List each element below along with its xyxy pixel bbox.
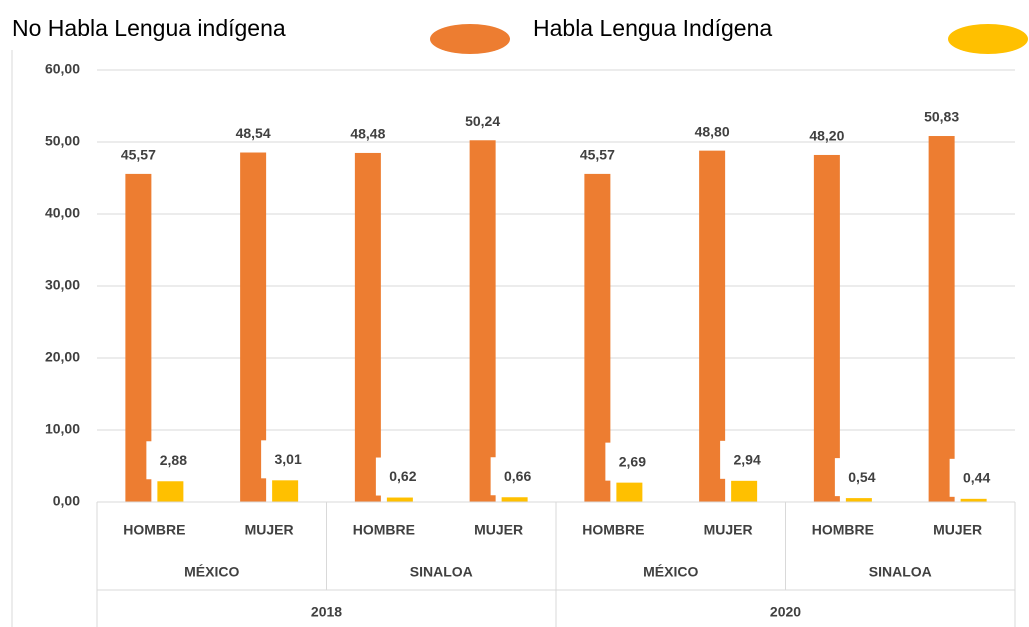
- x-tick-label: MUJER: [933, 522, 982, 538]
- bar: [354, 152, 381, 502]
- y-tick-label: 60,00: [45, 61, 80, 77]
- data-label: 0,54: [848, 469, 875, 485]
- bar: [813, 154, 840, 502]
- data-label: 48,54: [236, 125, 271, 141]
- data-label: 3,01: [275, 451, 302, 467]
- data-label: 0,62: [389, 468, 416, 484]
- data-label: 2,94: [734, 452, 761, 468]
- x-tick-label: HOMBRE: [353, 522, 415, 538]
- bar: [616, 482, 643, 502]
- group-label: SINALOA: [869, 564, 932, 580]
- label-background: [375, 457, 424, 496]
- group-label: 2018: [311, 604, 342, 620]
- data-label: 50,24: [465, 113, 500, 129]
- data-label: 48,20: [809, 128, 844, 144]
- label-background: [834, 458, 883, 497]
- bar: [272, 480, 299, 502]
- label-background: [261, 440, 310, 479]
- y-tick-label: 0,00: [53, 493, 80, 509]
- data-label: 48,48: [350, 126, 385, 142]
- group-label: 2020: [770, 604, 801, 620]
- x-tick-label: HOMBRE: [812, 522, 874, 538]
- label-background: [146, 441, 195, 480]
- x-tick-label: MUJER: [704, 522, 753, 538]
- data-label: 2,69: [619, 453, 646, 469]
- legend-label: Habla Lengua Indígena: [533, 15, 772, 41]
- data-label: 45,57: [121, 147, 156, 163]
- data-label: 48,80: [695, 123, 730, 139]
- label-background: [949, 458, 998, 497]
- x-tick-label: HOMBRE: [582, 522, 644, 538]
- x-tick-label: MUJER: [474, 522, 523, 538]
- legend-marker: [948, 24, 1028, 54]
- data-label: 50,83: [924, 109, 959, 125]
- bar: [845, 498, 872, 502]
- y-tick-label: 50,00: [45, 133, 80, 149]
- bar: [731, 480, 758, 502]
- bar: [501, 497, 528, 502]
- data-label: 2,88: [160, 452, 187, 468]
- label-background: [605, 442, 654, 481]
- x-tick-label: MUJER: [245, 522, 294, 538]
- legend-marker: [430, 24, 510, 54]
- group-label: MÉXICO: [184, 564, 239, 580]
- label-background: [720, 440, 769, 479]
- bar: [386, 497, 413, 502]
- data-label: 45,57: [580, 147, 615, 163]
- y-tick-label: 20,00: [45, 349, 80, 365]
- data-label: 0,66: [504, 468, 531, 484]
- bar: [928, 136, 955, 503]
- label-background: [490, 457, 539, 496]
- y-tick-label: 30,00: [45, 277, 80, 293]
- group-label: SINALOA: [410, 564, 473, 580]
- bar: [157, 481, 184, 502]
- legend-label: No Habla Lengua indígena: [12, 15, 286, 41]
- y-tick-label: 40,00: [45, 205, 80, 221]
- group-label: MÉXICO: [643, 564, 698, 580]
- y-tick-label: 10,00: [45, 421, 80, 437]
- bar: [469, 140, 496, 502]
- data-label: 0,44: [963, 470, 990, 486]
- bar: [960, 498, 987, 502]
- x-tick-label: HOMBRE: [123, 522, 185, 538]
